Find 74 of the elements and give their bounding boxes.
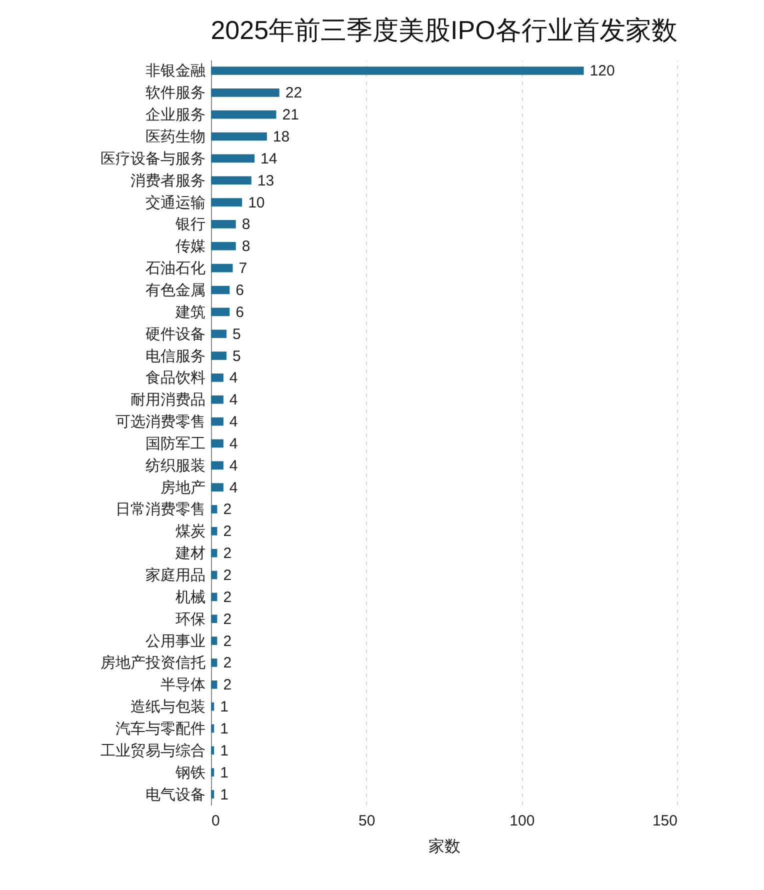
y-tick-label: 耐用消费品 [130,392,206,409]
y-tick-label: 汽车与零配件 [116,720,206,738]
y-tick-label: 交通运输 [146,194,206,212]
data-label: 4 [229,479,238,496]
y-tick-label: 消费者服务 [130,172,206,190]
data-label: 1 [220,698,228,716]
y-tick-label: 纺织服装 [146,457,206,474]
y-tick-label: 电气设备 [146,786,206,804]
x-tick-label: 100 [510,812,535,830]
data-label: 22 [285,84,302,102]
data-label: 2 [223,545,232,562]
y-tick-label: 非银金融 [146,62,206,80]
y-tick-label: 企业服务 [146,106,206,124]
data-label: 2 [223,501,232,518]
y-tick-label: 煤炭 [176,523,206,540]
data-label: 5 [232,348,241,365]
y-tick-label: 环保 [176,610,206,628]
y-tick-label: 家庭用品 [146,567,206,584]
y-tick-label: 有色金属 [146,282,206,299]
data-label: 2 [223,567,232,584]
y-tick-label: 医疗设备与服务 [100,150,206,168]
y-tick-label: 软件服务 [146,84,206,102]
data-label: 2 [223,654,232,672]
data-label: 4 [229,435,238,452]
data-label: 2 [223,588,232,606]
y-tick-label: 食品饮料 [146,370,206,387]
chart-title: 2025年前三季度美股IPO各行业首发家数 [210,15,678,45]
y-tick-label: 建材 [174,545,206,562]
data-label: 5 [232,326,241,343]
data-label: 2 [223,676,232,694]
y-tick-label: 房地产 [160,479,206,496]
y-tick-label: 银行 [174,216,206,234]
data-label: 1 [220,742,228,760]
data-label: 4 [229,457,238,474]
data-label: 2 [223,610,232,628]
y-tick-label: 工业贸易与综合 [100,742,206,760]
y-tick-label: 公用事业 [146,632,206,650]
data-label: 4 [229,414,238,431]
data-label: 2 [223,632,232,650]
y-tick-label: 电信服务 [146,348,206,365]
y-tick-label: 硬件设备 [146,326,206,343]
y-tick-label: 日常消费零售 [116,501,206,518]
data-label: 13 [257,172,274,190]
data-label: 1 [220,720,228,738]
data-label: 1 [220,764,228,782]
data-label: 1 [220,786,228,804]
data-label: 18 [272,128,290,146]
data-label: 6 [236,282,244,299]
data-label: 8 [242,216,250,234]
y-tick-label: 国防军工 [146,435,206,452]
y-tick-label: 医药生物 [146,128,206,146]
x-tick-label: 150 [652,812,678,830]
y-tick-label: 可选消费零售 [116,414,206,431]
x-axis-title: 家数 [428,838,460,856]
y-tick-label: 石油石化 [146,260,206,278]
y-tick-label: 半导体 [160,676,206,694]
data-label: 6 [236,304,244,321]
y-tick-label: 传媒 [176,238,206,256]
data-label: 4 [229,370,238,387]
y-tick-label: 钢铁 [174,764,206,782]
data-label: 10 [248,194,265,212]
y-tick-label: 建筑 [174,304,206,321]
data-label: 2 [223,523,232,540]
data-label: 8 [242,238,250,256]
y-tick-label: 房地产投资信托 [100,654,206,672]
y-tick-label: 机械 [176,588,206,606]
data-label: 14 [260,150,278,168]
y-tick-label: 造纸与包装 [130,698,206,716]
x-tick-label: 0 [212,812,220,830]
data-label: 4 [229,392,238,409]
data-label: 7 [238,260,248,278]
data-label: 120 [590,62,615,80]
x-tick-label: 50 [358,812,376,830]
data-label: 21 [282,106,299,124]
